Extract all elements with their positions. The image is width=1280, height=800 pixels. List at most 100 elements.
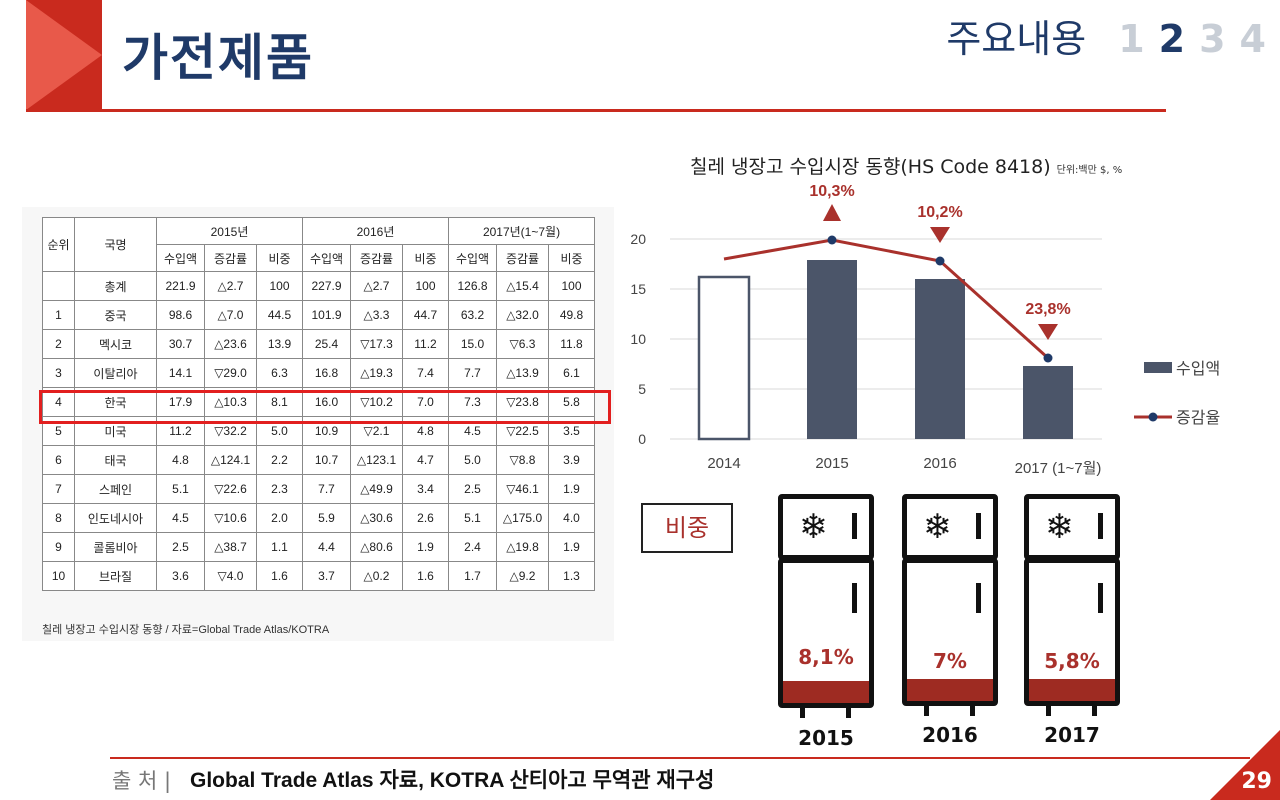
rank-cell: 2 [42, 329, 75, 359]
share-year: 2016 [922, 723, 978, 747]
annotation-label: 10,2% [917, 204, 962, 221]
country-cell: 브라질 [74, 561, 157, 591]
chart-title: 칠레 냉장고 수입시장 동향(HS Code 8418) 단위:백만 $, % [690, 152, 1122, 179]
toc-item-3[interactable]: 3 [1199, 17, 1226, 61]
sub-col-header: 증감률 [496, 244, 549, 272]
y-tick-label: 20 [630, 231, 646, 247]
value-cell: △3.3 [350, 300, 403, 330]
value-cell: △38.7 [204, 532, 257, 562]
share-fill [783, 681, 869, 703]
country-cell: 이탈리아 [74, 358, 157, 388]
header-divider [26, 109, 1166, 112]
country-cell: 중국 [74, 300, 157, 330]
x-tick-label: 2017 (1~7월) [1015, 460, 1102, 477]
y-tick-label: 15 [630, 281, 646, 297]
value-cell: ▽46.1 [496, 474, 549, 504]
share-fill [907, 679, 993, 701]
rank-cell: 3 [42, 358, 75, 388]
value-cell: 4.4 [302, 532, 351, 562]
share-year: 2017 [1044, 723, 1100, 747]
legend-bar-swatch [1144, 362, 1172, 373]
value-cell: 4.7 [402, 445, 449, 475]
table-row: 7 스페인 5.1 ▽22.6 2.3 7.7 △49.9 3.4 2.5 ▽46.1 1.9 [42, 474, 595, 504]
fridge-freezer: ❄ [902, 494, 998, 560]
toc-item-4[interactable]: 4 [1239, 17, 1266, 61]
x-tick-label: 2016 [923, 455, 956, 472]
col-year-header: 2015년 [156, 217, 303, 245]
legend-bar-label: 수입액 [1176, 359, 1220, 378]
value-cell: 5.1 [156, 474, 205, 504]
snowflake-icon: ❄ [923, 507, 952, 547]
country-cell: 스페인 [74, 474, 157, 504]
value-cell: 63.2 [448, 300, 497, 330]
source-text: Global Trade Atlas 자료, KOTRA 산티아고 무역관 재구… [190, 769, 715, 792]
value-cell: 2.3 [256, 474, 303, 504]
sub-col-header: 수입액 [156, 244, 205, 272]
value-cell: ▽29.0 [204, 358, 257, 388]
snowflake-icon: ❄ [799, 507, 828, 547]
sub-col-header: 비중 [402, 244, 449, 272]
rank-cell: 1 [42, 300, 75, 330]
annotation-arrow [1038, 324, 1058, 340]
fridge-leg [924, 706, 929, 716]
value-cell: 2.6 [402, 503, 449, 533]
value-cell: 11.8 [548, 329, 595, 359]
rank-cell [42, 271, 75, 301]
page-title: 가전제품 [122, 29, 314, 87]
value-cell: △123.1 [350, 445, 403, 475]
share-percent: 8,1% [798, 645, 854, 669]
country-cell: 태국 [74, 445, 157, 475]
value-cell: 44.5 [256, 300, 303, 330]
share-percent: 5,8% [1044, 649, 1100, 673]
value-cell: △0.2 [350, 561, 403, 591]
legend-line-label: 증감율 [1176, 408, 1220, 427]
fridge-leg [970, 706, 975, 716]
table-row: 8 인도네시아 4.5 ▽10.6 2.0 5.9 △30.6 2.6 5.1 △175.0 4.0 [42, 503, 595, 533]
bar [915, 279, 965, 439]
import-table: 순위 국명 2015년 2016년 2017년(1~7월) 수입액 증감률 비중 수입… [42, 217, 595, 591]
fridge-handle [852, 583, 857, 613]
value-cell: ▽4.0 [204, 561, 257, 591]
sub-col-header: 비중 [548, 244, 595, 272]
value-cell: 1.3 [548, 561, 595, 591]
fridge-freezer: ❄ [778, 494, 874, 560]
value-cell: 1.6 [256, 561, 303, 591]
value-cell: 7.7 [302, 474, 351, 504]
value-cell: 7.7 [448, 358, 497, 388]
import-chart: 0 5 10 15 20 2014 2015 2016 2017 (1~7월) 10,3% 10,2… [630, 183, 1220, 477]
value-cell: 3.9 [548, 445, 595, 475]
value-cell: 126.8 [448, 271, 497, 301]
line-series [723, 238, 1050, 360]
value-cell: 1.9 [548, 532, 595, 562]
value-cell: 227.9 [302, 271, 351, 301]
value-cell: △2.7 [204, 271, 257, 301]
value-cell: 1.1 [256, 532, 303, 562]
value-cell: 5.1 [448, 503, 497, 533]
chart-title-text: 칠레 냉장고 수입시장 동향(HS Code 8418) [690, 156, 1051, 178]
toc-item-1[interactable]: 1 [1118, 17, 1145, 61]
table-row: 2 멕시코 30.7 △23.6 13.9 25.4 ▽17.3 11.2 15.0 ▽6.3 11… [42, 329, 595, 359]
col-rank-header: 순위 [42, 217, 75, 272]
sub-col-header: 증감률 [350, 244, 403, 272]
value-cell: △13.9 [496, 358, 549, 388]
source-label: 출 처 | [112, 769, 172, 793]
value-cell: 2.5 [448, 474, 497, 504]
country-cell: 총계 [74, 271, 157, 301]
value-cell: ▽8.8 [496, 445, 549, 475]
x-tick-label: 2015 [815, 455, 848, 472]
page-number: 29 [1241, 769, 1272, 794]
value-cell: △2.7 [350, 271, 403, 301]
value-cell: 98.6 [156, 300, 205, 330]
rank-cell: 9 [42, 532, 75, 562]
value-cell: 4.8 [156, 445, 205, 475]
value-cell: 4.0 [548, 503, 595, 533]
value-cell: ▽17.3 [350, 329, 403, 359]
value-cell: 49.8 [548, 300, 595, 330]
col-year-header: 2016년 [302, 217, 449, 245]
value-cell: 2.5 [156, 532, 205, 562]
page-corner [1210, 730, 1280, 800]
toc-item-2[interactable]: 2 [1158, 17, 1186, 61]
value-cell: 44.7 [402, 300, 449, 330]
value-cell: △9.2 [496, 561, 549, 591]
value-cell: △49.9 [350, 474, 403, 504]
